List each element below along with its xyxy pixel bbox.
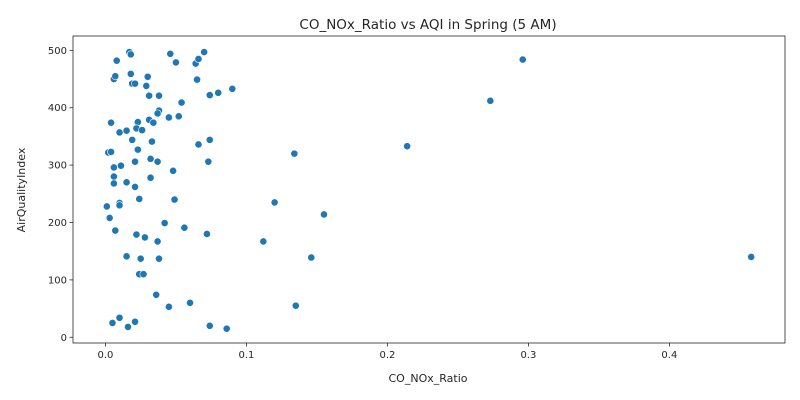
data-point: [139, 270, 148, 279]
data-point: [290, 149, 299, 158]
data-point: [205, 321, 214, 330]
x-tick-label: 0.3: [520, 350, 536, 361]
data-point: [122, 126, 131, 135]
data-point: [200, 48, 209, 56]
data-point: [160, 219, 169, 227]
data-point: [153, 157, 162, 166]
data-point: [107, 148, 115, 156]
data-point: [141, 233, 149, 242]
data-point: [112, 56, 121, 65]
data-point: [259, 237, 268, 246]
data-point: [155, 254, 163, 263]
data-point: [486, 96, 495, 105]
data-point: [145, 91, 154, 100]
data-point: [153, 237, 162, 246]
data-point: [174, 112, 183, 121]
data-point: [128, 135, 137, 144]
data-point: [138, 126, 146, 135]
data-point: [193, 75, 201, 84]
data-point: [164, 113, 173, 122]
y-axis-label: AirQualityIndex: [15, 147, 28, 232]
data-point: [102, 202, 111, 211]
data-point: [109, 179, 118, 188]
y-tick-label: 300: [48, 161, 67, 172]
x-tick-label: 0.4: [661, 350, 677, 361]
x-axis-label: CO_NOx_Ratio: [389, 372, 468, 385]
data-point: [155, 91, 163, 100]
data-point: [111, 226, 120, 235]
data-point: [204, 157, 213, 166]
data-point: [117, 161, 125, 170]
x-tick-label: 0.0: [97, 350, 113, 361]
axis-ticks: 0.0 0.1 0.2 0.3 0.4 0 100 200 300 400 500: [48, 46, 677, 361]
data-point: [115, 201, 124, 210]
data-points: [102, 48, 756, 333]
data-point: [152, 290, 161, 299]
data-point: [170, 195, 179, 204]
data-point: [115, 128, 124, 137]
y-tick-label: 0: [61, 333, 67, 344]
data-point: [180, 223, 189, 232]
data-point: [131, 79, 139, 88]
data-point: [153, 109, 162, 118]
data-point: [166, 49, 175, 58]
data-point: [205, 135, 214, 144]
data-point: [115, 313, 124, 322]
y-tick-label: 400: [48, 103, 67, 114]
data-point: [122, 178, 131, 187]
data-point: [164, 302, 173, 311]
data-point: [403, 142, 412, 151]
data-point: [194, 55, 203, 63]
data-point: [135, 195, 144, 203]
data-point: [107, 118, 115, 127]
data-point: [205, 91, 214, 100]
x-tick-label: 0.2: [379, 350, 395, 361]
chart-title: CO_NOx_Ratio vs AQI in Spring (5 AM): [299, 17, 556, 33]
data-point: [122, 252, 131, 261]
plot-frame: [72, 35, 786, 344]
data-point: [177, 98, 186, 107]
data-point: [133, 118, 142, 126]
data-point: [143, 72, 152, 81]
data-point: [126, 69, 135, 78]
data-point: [131, 183, 139, 191]
data-point: [148, 137, 156, 146]
data-point: [320, 210, 328, 219]
data-point: [109, 163, 118, 172]
data-point: [111, 72, 120, 81]
data-point: [203, 230, 211, 238]
data-point: [108, 319, 117, 327]
data-point: [126, 50, 135, 59]
data-point: [131, 157, 139, 166]
data-point: [105, 214, 114, 222]
data-point: [291, 301, 300, 310]
data-point: [149, 118, 158, 127]
data-point: [228, 84, 237, 93]
data-point: [214, 88, 223, 97]
data-point: [146, 173, 155, 182]
y-tick-label: 500: [48, 46, 67, 57]
data-point: [169, 166, 178, 175]
data-point: [124, 323, 132, 331]
data-point: [194, 140, 203, 149]
y-tick-label: 200: [48, 218, 67, 229]
data-point: [307, 253, 316, 262]
data-point: [270, 198, 279, 207]
data-point: [186, 298, 194, 307]
data-point: [142, 82, 151, 90]
y-tick-label: 100: [48, 275, 67, 286]
data-point: [222, 324, 231, 333]
data-point: [131, 317, 139, 326]
data-point: [747, 253, 756, 261]
data-point: [146, 154, 155, 163]
data-point: [136, 254, 145, 263]
data-point: [172, 58, 180, 67]
data-point: [133, 145, 142, 154]
data-point: [109, 172, 118, 181]
data-point: [518, 55, 527, 64]
data-point: [132, 230, 141, 239]
x-tick-label: 0.1: [238, 350, 254, 361]
